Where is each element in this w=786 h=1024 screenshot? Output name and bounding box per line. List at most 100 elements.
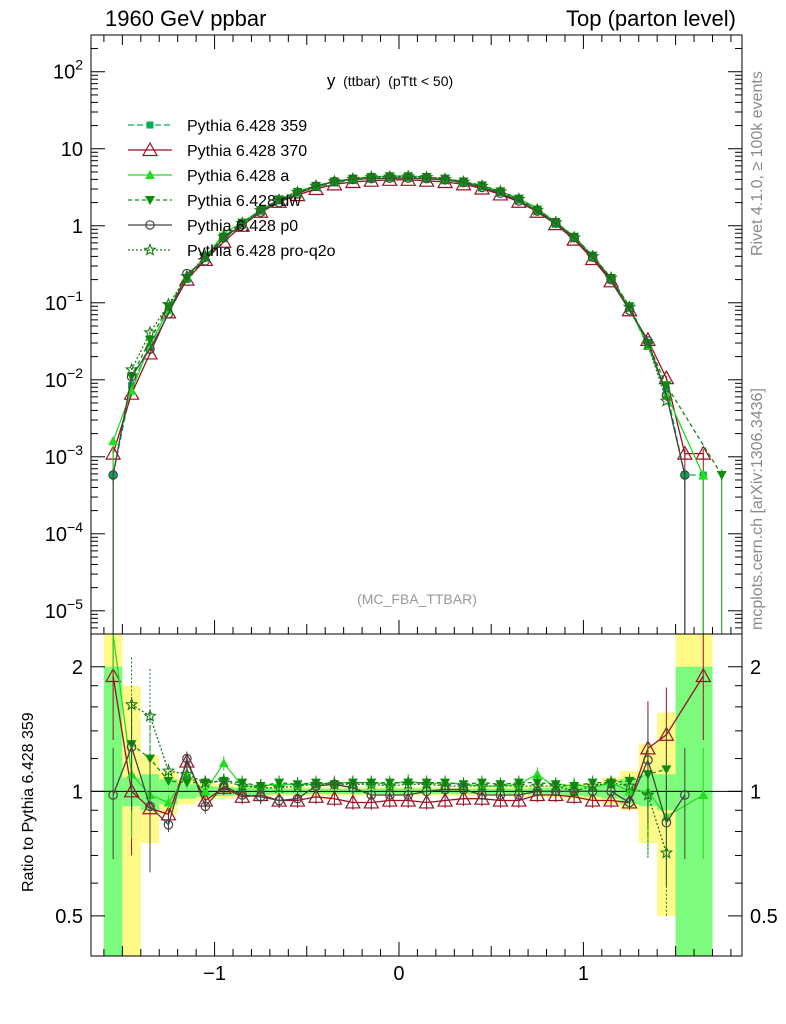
legend-marker	[145, 220, 155, 230]
analysis-label: (MC_FBA_TTBAR)	[357, 591, 477, 607]
ratio-point	[530, 778, 545, 792]
data-point	[530, 202, 545, 216]
legend-marker	[145, 170, 155, 179]
data-point	[567, 230, 581, 244]
data-point	[698, 470, 709, 480]
ratio-point	[105, 667, 122, 683]
ratio-point	[237, 790, 248, 800]
ratio-point	[440, 784, 450, 795]
data-point	[401, 169, 415, 183]
ratio-point	[624, 797, 635, 808]
ratio-line	[131, 743, 667, 787]
data-point	[438, 172, 452, 186]
ratio-point	[344, 794, 361, 809]
ratio-point	[234, 788, 251, 803]
ratio-point	[198, 775, 213, 789]
data-point	[327, 174, 342, 188]
legend-entry: Pythia 6.428 dw	[128, 193, 301, 210]
data-point	[511, 191, 526, 205]
data-point	[622, 299, 637, 313]
ratio-point	[624, 786, 635, 796]
ratio-point	[163, 776, 174, 786]
main-y-tick-label: 10−4	[45, 519, 83, 546]
legend-entry: Pythia 6.428 a	[128, 168, 289, 185]
ratio-point	[145, 754, 156, 764]
ratio-point	[658, 726, 675, 741]
ratio-point	[680, 790, 690, 800]
data-point	[403, 173, 414, 183]
ratio-point	[606, 786, 616, 797]
main-y-tick-label: 10−1	[45, 288, 83, 315]
ratio-point	[145, 801, 155, 812]
main-y-tick-label: 10−5	[45, 596, 83, 623]
ratio-point	[437, 792, 454, 807]
data-point	[384, 173, 395, 183]
legend-label: Pythia 6.428 359	[187, 118, 307, 135]
x-tick-label: −1	[203, 963, 226, 985]
ratio-point	[493, 778, 508, 792]
data-point	[621, 302, 638, 317]
ratio-point	[477, 790, 487, 800]
ratio-y-tick-label-right: 1	[750, 781, 761, 803]
ratio-point	[585, 778, 600, 792]
data-point	[255, 207, 266, 218]
ratio-point	[456, 778, 471, 792]
ratio-point	[182, 753, 192, 764]
data-point	[475, 178, 489, 192]
ratio-point	[309, 777, 323, 791]
ratio-line	[131, 704, 668, 854]
ratio-point	[327, 777, 342, 791]
ratio-point	[492, 792, 509, 807]
data-point	[643, 336, 653, 346]
ratio-point	[218, 758, 229, 768]
data-point	[456, 174, 471, 188]
main-panel-series	[105, 169, 727, 634]
data-point	[366, 173, 377, 184]
ratio-point	[272, 780, 286, 794]
data-point	[532, 206, 543, 216]
ratio-series-cq2o	[124, 657, 674, 917]
ratio-y-tick-label: 0.5	[55, 906, 83, 928]
ratio-point	[698, 789, 709, 799]
ratio-y-tick-label-right: 0.5	[750, 906, 778, 928]
ratio-frame	[90, 633, 743, 957]
ratio-point	[181, 778, 192, 788]
data-point	[272, 193, 286, 206]
legend-marker	[143, 242, 157, 256]
ratio-point	[512, 778, 526, 792]
ratio-point	[455, 790, 472, 805]
ratio-point	[364, 777, 379, 791]
data-point	[587, 252, 598, 263]
data-point	[161, 297, 176, 311]
source-label: mcplots.cern.ch [arXiv:1306.3436]	[749, 388, 766, 630]
ratio-series-ca	[112, 633, 709, 881]
data-point	[364, 169, 379, 183]
data-point	[606, 274, 616, 285]
legend-marker	[141, 141, 159, 157]
data-point	[143, 325, 157, 339]
data-point	[108, 436, 119, 446]
ratio-point	[163, 820, 174, 830]
data-point	[661, 381, 672, 391]
ratio-point	[661, 765, 672, 775]
series-line	[131, 175, 668, 402]
ratio-point	[346, 777, 360, 791]
legend-label: Pythia 6.428 p0	[187, 218, 298, 235]
data-point	[180, 269, 194, 283]
ratio-point	[255, 792, 266, 802]
legend-label: Pythia 6.428 370	[187, 143, 307, 160]
ratio-point	[348, 782, 358, 793]
ratio-point	[510, 792, 527, 807]
data-point	[641, 337, 655, 350]
data-point	[145, 335, 156, 345]
data-point	[163, 308, 174, 319]
tick-exponent: 2	[75, 57, 83, 73]
tick-exponent: −4	[67, 519, 83, 535]
plot-title: y (ttbar) (pTtt < 50)	[327, 71, 453, 90]
main-y-tick-label: 102	[53, 57, 83, 84]
ratio-series-c370	[105, 634, 712, 873]
ratio-y-tick-label: 2	[72, 657, 83, 679]
data-point	[695, 445, 712, 460]
ratio-point	[163, 797, 174, 807]
ratio-point	[548, 778, 563, 792]
